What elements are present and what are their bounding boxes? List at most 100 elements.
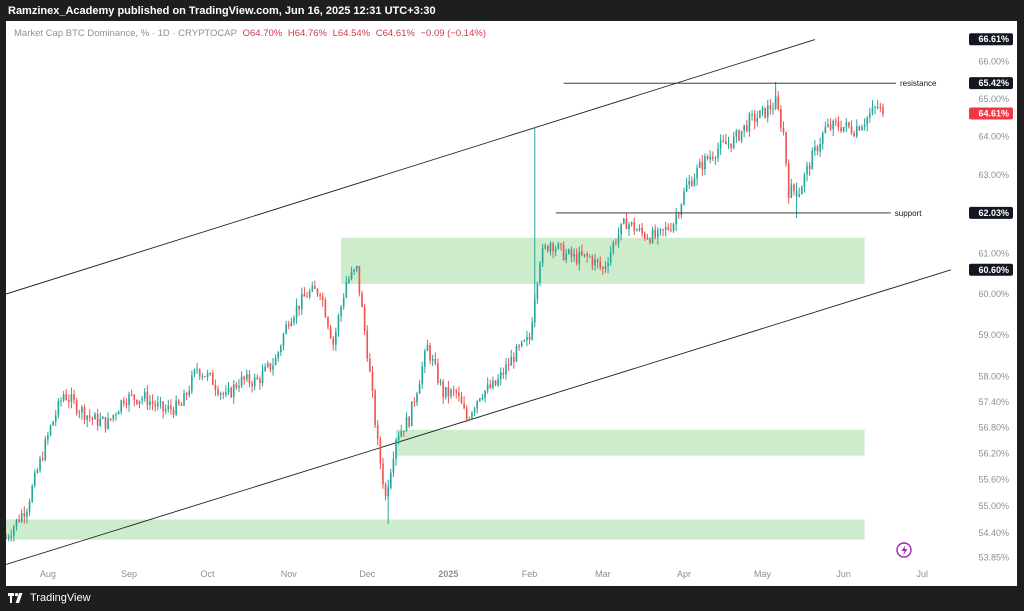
candle-body (31, 485, 33, 502)
y-tick-label: 65.00% (978, 94, 1009, 104)
candle-body (730, 143, 732, 148)
candle-body (112, 414, 115, 420)
candle-body (395, 439, 397, 459)
candle-body (68, 399, 70, 402)
candle-body (643, 233, 646, 239)
candle-body (172, 409, 175, 415)
candle-body (725, 141, 727, 145)
candle-body (607, 262, 609, 267)
candle-body (62, 394, 65, 401)
candle-body (458, 392, 460, 397)
candle-body (824, 126, 827, 133)
candle-body (65, 394, 68, 400)
chart-pane[interactable]: resistance support Aug Sep Oct Nov Dec 2025 Feb… (6, 21, 1017, 586)
candle-body (515, 345, 518, 362)
trendlines (6, 39, 952, 565)
candle-body (790, 184, 793, 198)
candle-body (688, 180, 691, 185)
candle-body (691, 180, 693, 186)
candle-body (444, 386, 447, 398)
candle-body (528, 336, 531, 340)
candle-body (756, 118, 759, 123)
price-tag-box (969, 263, 1013, 276)
candle-body (641, 227, 643, 234)
candle-body (235, 384, 238, 388)
legend-open: O64.70% (242, 28, 283, 39)
candle-body (259, 379, 261, 384)
candle-body (117, 411, 120, 415)
lightning-icon[interactable] (896, 542, 912, 558)
price-chart[interactable]: resistance support Aug Sep Oct Nov Dec 2025 Feb… (6, 21, 1017, 586)
y-tick-label: 66.00% (978, 57, 1009, 67)
candle-body (20, 513, 23, 522)
candle-body (109, 418, 112, 420)
candle-body (518, 345, 520, 347)
x-tick-label: Sep (121, 569, 137, 579)
candle-body (609, 251, 612, 263)
y-tick-label: 55.00% (978, 501, 1009, 511)
x-tick-label: Nov (281, 569, 298, 579)
candle-body (471, 412, 473, 420)
candle-body (677, 214, 680, 216)
candle-body (188, 391, 191, 396)
y-tick-label: 60.00% (978, 289, 1009, 299)
candle-body (570, 249, 573, 257)
candle-body (709, 156, 711, 159)
candle-body (122, 400, 125, 404)
candle-body (353, 269, 355, 272)
candle-body (738, 130, 740, 141)
candle-body (625, 218, 628, 230)
y-tick-label: 63.00% (978, 170, 1009, 180)
candle-body (361, 293, 363, 308)
candle-body (672, 224, 675, 231)
candle-body (876, 106, 879, 108)
candle-body (711, 156, 714, 159)
candle-body (75, 400, 78, 414)
candle-body (547, 245, 549, 252)
candle-body (410, 401, 413, 427)
candle-body (47, 434, 49, 440)
candle-body (298, 305, 300, 310)
candle-body (620, 223, 622, 235)
x-tick-label: Apr (677, 569, 691, 579)
candle-body (431, 358, 434, 361)
candle-body (248, 374, 251, 384)
candle-body (748, 114, 751, 132)
candle-body (766, 105, 769, 118)
candle-body (806, 165, 808, 175)
candle-body (403, 430, 405, 432)
candle-body (429, 344, 431, 361)
candle-body (269, 363, 272, 370)
candle-body (439, 381, 442, 383)
candle-body (628, 224, 630, 230)
candle-body (26, 511, 28, 517)
candle-body (151, 401, 154, 404)
candle-body (837, 122, 840, 128)
candle-body (256, 377, 259, 380)
candle-body (450, 389, 452, 397)
candle-body (183, 393, 185, 406)
candle-body (853, 133, 855, 137)
candle-body (714, 157, 717, 159)
candle-body (615, 242, 617, 244)
candle-body (636, 230, 638, 232)
candle-body (136, 399, 138, 404)
candle-body (649, 238, 651, 243)
candle-body (793, 184, 795, 192)
candle-body (505, 364, 507, 375)
candle-body (476, 400, 479, 409)
candle-body (44, 439, 47, 460)
candle-body (369, 358, 371, 372)
candle-body (107, 418, 109, 429)
candle-body (602, 267, 604, 269)
candle-body (149, 401, 151, 406)
candle-body (664, 227, 667, 230)
candle-body (350, 271, 353, 279)
candle-body (568, 249, 570, 254)
legend-change: −0.09 (−0.14%) (420, 28, 487, 39)
candle-body (214, 384, 217, 390)
candle-body (698, 161, 701, 168)
candle-body (240, 376, 243, 386)
candle-body (583, 253, 586, 256)
candle-body (740, 130, 743, 141)
